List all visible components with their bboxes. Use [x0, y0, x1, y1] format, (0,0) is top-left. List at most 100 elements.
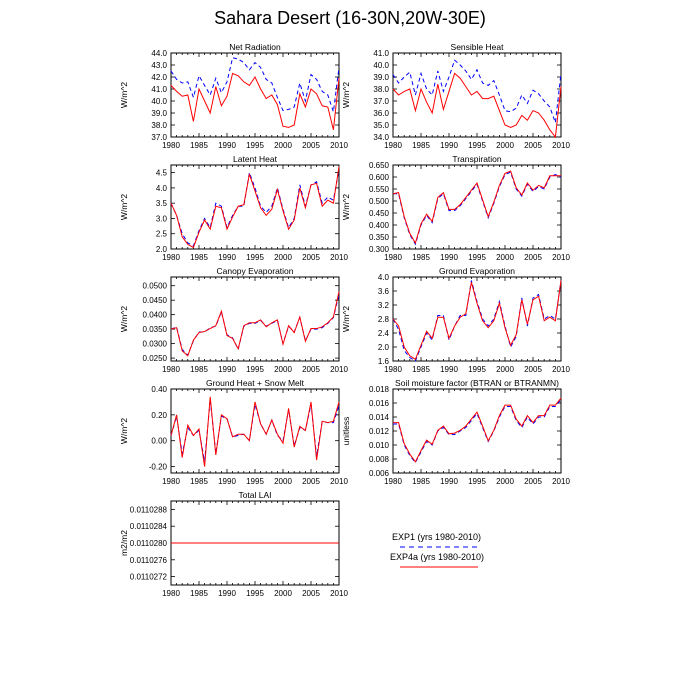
x-tick-label: 2005: [302, 589, 320, 598]
y-tick-label: 38.0: [373, 85, 389, 94]
x-tick-label: 2005: [524, 477, 542, 486]
y-tick-label: 1.6: [378, 357, 390, 366]
y-tick-label: 0.400: [369, 221, 390, 230]
y-tick-label: 0.0110280: [130, 539, 168, 548]
y-tick-label: 0.00: [151, 437, 167, 446]
plot-frame: [170, 276, 340, 362]
y-tick-label: 39.0: [151, 109, 167, 118]
x-tick-label: 2000: [496, 365, 514, 374]
x-tick-label: 1995: [246, 141, 264, 150]
y-tick-label: 37.0: [373, 97, 389, 106]
series-line-exp1: [170, 57, 340, 112]
y-tick-label: 3.0: [156, 214, 168, 223]
x-tick-label: 2000: [274, 589, 292, 598]
x-tick-label: 2000: [274, 253, 292, 262]
y-tick-label: 35.0: [373, 121, 389, 130]
y-tick-label: 4.5: [156, 169, 168, 178]
x-tick-label: 1995: [246, 365, 264, 374]
y-tick-label: 0.20: [151, 411, 167, 420]
y-axis-label: W/m^2: [341, 306, 351, 332]
y-tick-label: 0.40: [151, 385, 167, 394]
y-tick-label: 0.0400: [143, 311, 168, 320]
y-axis-label: W/m^2: [341, 82, 351, 108]
chart-panel-8: Total LAI m2/m2 0.0110272 0.0110276 0.011028…: [119, 490, 348, 598]
x-tick-label: 1980: [384, 253, 402, 262]
x-tick-label: 1990: [440, 477, 458, 486]
y-tick-label: 0.600: [369, 173, 390, 182]
plot-frame: [170, 164, 340, 250]
x-tick-label: 2000: [496, 141, 514, 150]
y-tick-label: 3.6: [378, 287, 390, 296]
series-line-exp4a: [393, 397, 562, 463]
series-line-exp4a: [392, 170, 561, 245]
x-tick-label: 1980: [162, 141, 180, 150]
x-tick-label: 2005: [302, 477, 320, 486]
x-tick-label: 1980: [162, 589, 180, 598]
series-line-exp1: [170, 169, 340, 247]
y-tick-label: 2.0: [378, 343, 390, 352]
series-line-exp4a: [392, 72, 562, 139]
series-line-exp4a: [170, 72, 340, 130]
y-tick-label: 2.8: [378, 315, 390, 324]
x-tick-label: 2010: [552, 141, 570, 150]
x-tick-label: 2000: [274, 477, 292, 486]
figure-title: Sahara Desert (16-30N,20W-30E): [214, 8, 486, 28]
chart-panel-1: Sensible Heat W/m^2 34.0 35.0 36.0 37.0 38.0 39…: [341, 42, 570, 150]
x-tick-label: 1995: [468, 141, 486, 150]
y-tick-label: 2.5: [156, 230, 168, 239]
plot-frame: [392, 164, 562, 250]
y-tick-label: 41.0: [373, 49, 389, 58]
x-tick-label: 1990: [440, 141, 458, 150]
panel-title: Total LAI: [238, 490, 271, 500]
x-tick-label: 1985: [190, 477, 208, 486]
x-tick-label: 2010: [330, 589, 348, 598]
y-axis-label: W/m^2: [119, 418, 129, 444]
y-axis-label: unitless: [341, 417, 351, 446]
x-tick-label: 1990: [218, 365, 236, 374]
panel-title: Net Radiation: [229, 42, 281, 52]
panel-title: Soil moisture factor (BTRAN or BTRANMN): [395, 378, 559, 388]
y-axis-label: W/m^2: [119, 194, 129, 220]
y-tick-label: 0.500: [369, 197, 390, 206]
chart-panel-7: Soil moisture factor (BTRAN or BTRANMN) u…: [341, 378, 570, 486]
y-tick-label: 0.650: [369, 161, 390, 170]
x-tick-label: 2005: [302, 253, 320, 262]
y-tick-label: 2.4: [378, 329, 390, 338]
chart-panel-6: Ground Heat + Snow Melt W/m^2 -0.20 0.00 0.2…: [119, 378, 348, 486]
x-tick-label: 1980: [162, 477, 180, 486]
y-axis-label: W/m^2: [341, 194, 351, 220]
y-tick-label: 41.0: [151, 85, 167, 94]
x-tick-label: 1980: [384, 365, 402, 374]
y-tick-label: 0.0110276: [130, 556, 168, 565]
y-tick-label: 3.2: [378, 301, 390, 310]
x-tick-label: 2010: [330, 365, 348, 374]
series-line-exp4a: [170, 396, 340, 467]
y-tick-label: 0.0450: [143, 296, 168, 305]
y-tick-label: 36.0: [373, 109, 389, 118]
y-tick-label: 0.0110272: [130, 573, 168, 582]
y-tick-label: 0.0300: [143, 340, 168, 349]
panel-title: Transpiration: [452, 154, 502, 164]
y-tick-label: 2.0: [156, 245, 168, 254]
y-tick-label: 3.5: [156, 199, 168, 208]
x-tick-label: 2010: [330, 477, 348, 486]
panel-title: Ground Heat + Snow Melt: [206, 378, 305, 388]
y-tick-label: 39.0: [373, 73, 389, 82]
y-tick-label: 0.0500: [143, 282, 168, 291]
x-tick-label: 1990: [440, 365, 458, 374]
plot-frame: [170, 52, 340, 138]
y-tick-label: 43.0: [151, 61, 167, 70]
x-tick-label: 1985: [190, 365, 208, 374]
x-tick-label: 2010: [330, 253, 348, 262]
y-tick-label: 40.0: [151, 97, 167, 106]
x-tick-label: 2005: [302, 365, 320, 374]
plot-frame: [392, 276, 562, 362]
y-tick-label: 4.0: [378, 273, 390, 282]
x-tick-label: 1985: [412, 365, 430, 374]
x-tick-label: 1990: [440, 253, 458, 262]
x-tick-label: 2005: [524, 365, 542, 374]
y-tick-label: 0.0350: [143, 325, 168, 334]
y-axis-label: W/m^2: [119, 306, 129, 332]
panel-title: Sensible Heat: [451, 42, 505, 52]
